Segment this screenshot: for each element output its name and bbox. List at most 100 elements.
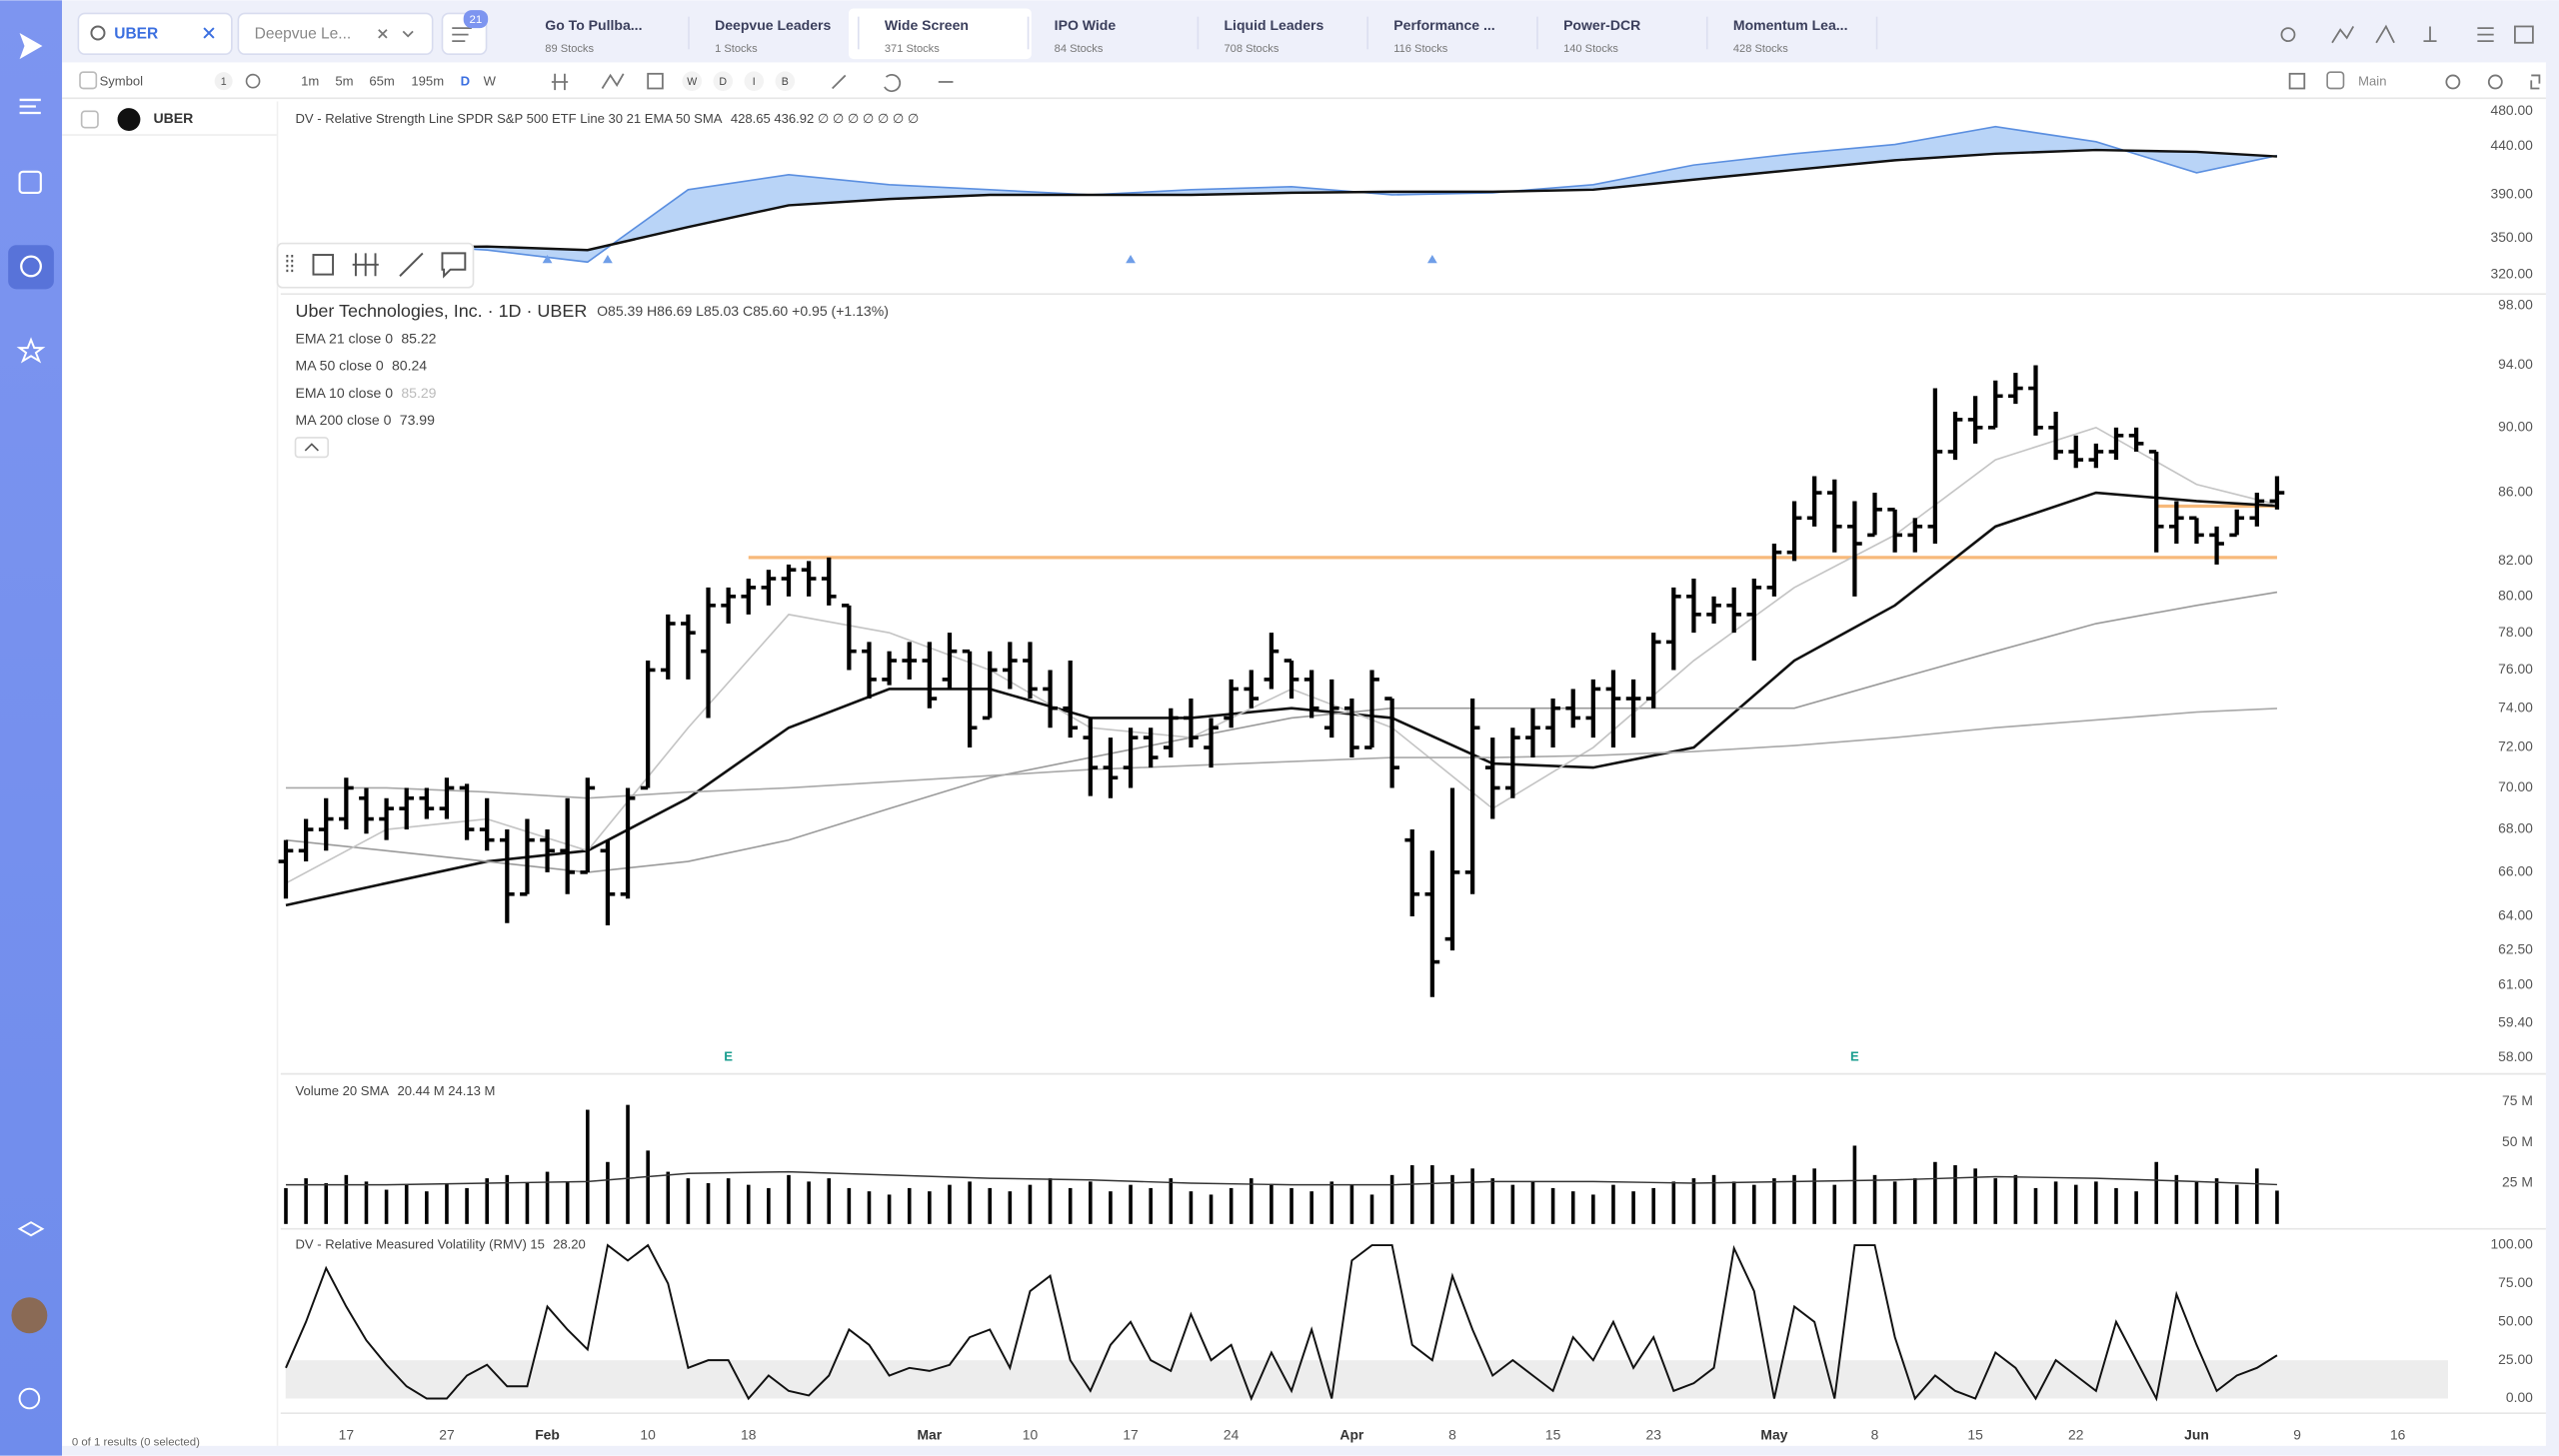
pane-values: 28.20 — [553, 1237, 586, 1252]
y-tick-label: 98.00 — [2498, 296, 2533, 312]
tab-title[interactable]: Go To Pullba... — [545, 17, 642, 33]
nav-icon[interactable] — [17, 1221, 45, 1237]
indicator-value: 73.99 — [400, 412, 435, 428]
clear-icon[interactable] — [203, 27, 215, 39]
chart-type[interactable]: W — [687, 76, 697, 88]
checkbox[interactable] — [79, 71, 98, 90]
tab-title[interactable]: Power-DCR — [1563, 17, 1640, 33]
search-box[interactable] — [77, 12, 233, 56]
quote: O85.39 H86.69 L85.03 C85.60 +0.95 (+1.13… — [597, 303, 889, 319]
tab-title[interactable]: Momentum Lea... — [1733, 17, 1848, 33]
tab-title[interactable]: Wide Screen — [885, 17, 969, 33]
indicator-line — [285, 591, 2278, 873]
x-tick-label: 24 — [1224, 1427, 1240, 1443]
chart-type[interactable]: B — [782, 76, 789, 88]
chart-type-bg[interactable] — [682, 71, 703, 91]
watchlist-controls[interactable] — [378, 29, 414, 39]
nav-active[interactable] — [8, 245, 54, 290]
symbol-header[interactable]: Symbol — [100, 73, 144, 88]
interval[interactable]: 5m — [335, 73, 353, 88]
menu-icon[interactable] — [19, 98, 41, 115]
search-icon — [90, 25, 106, 41]
volume-bar — [1068, 1187, 1073, 1224]
volume-bar — [2073, 1184, 2078, 1224]
volume-bar — [928, 1191, 932, 1224]
earnings-marker: E — [724, 1049, 733, 1064]
avatar[interactable] — [11, 1297, 48, 1334]
volume-bar — [1792, 1174, 1796, 1224]
nav-icon[interactable] — [20, 255, 42, 278]
search-text[interactable]: UBER — [114, 26, 158, 43]
y-tick-label: 78.00 — [2498, 624, 2533, 640]
volume-bar — [867, 1191, 872, 1224]
chart-type[interactable]: D — [719, 76, 727, 88]
volume-bar — [1812, 1168, 1816, 1224]
watchlist-text[interactable]: Deepvue Le... — [255, 26, 352, 43]
interval[interactable]: W — [484, 73, 497, 88]
y-tick-label: 80.00 — [2498, 588, 2533, 604]
right-edge — [2545, 0, 2559, 1456]
volume-bar — [686, 1178, 691, 1224]
tab-count[interactable]: 140 Stocks — [1563, 43, 1618, 55]
x-tick-label: 17 — [1123, 1427, 1139, 1443]
row-checkbox[interactable] — [80, 110, 99, 129]
chart-title: Uber Technologies, Inc. · 1D · UBER — [296, 301, 588, 321]
x-tick-label: 22 — [2068, 1427, 2084, 1443]
y-tick-label: 480.00 — [2490, 102, 2533, 118]
drawing-tools[interactable] — [286, 252, 467, 279]
tab-title[interactable]: Liquid Leaders — [1224, 17, 1323, 33]
layout[interactable]: Main — [2358, 73, 2386, 88]
volume-bar — [1329, 1181, 1334, 1224]
settings-icon[interactable] — [245, 73, 261, 89]
x-tick-label: 10 — [640, 1427, 656, 1443]
tab-count[interactable]: 116 Stocks — [1393, 43, 1448, 55]
indicator-label: MA 50 close 0 — [296, 358, 384, 374]
chart-type-bg[interactable] — [775, 71, 796, 91]
chart-type-bg[interactable] — [713, 71, 734, 91]
x-tick-label: Apr — [1339, 1427, 1363, 1443]
tab-count[interactable]: 89 Stocks — [545, 43, 594, 55]
volume-bar — [1631, 1191, 1635, 1224]
watchlist-box[interactable] — [237, 12, 434, 56]
chart-type[interactable]: I — [753, 76, 756, 88]
y-tick-label: 86.00 — [2498, 484, 2533, 500]
volume-bar — [1993, 1178, 1998, 1224]
collapse-icon — [304, 443, 319, 452]
interval[interactable]: 1m — [301, 73, 319, 88]
volume-bar — [1651, 1187, 1655, 1224]
volume-bar — [1129, 1184, 1133, 1224]
volume-bar — [2174, 1174, 2179, 1224]
y-tick-label: 61.00 — [2498, 976, 2533, 992]
help-icon[interactable] — [18, 1387, 41, 1410]
tab-title[interactable]: Deepvue Leaders — [715, 17, 831, 33]
indicator-label: EMA 10 close 0 — [296, 385, 394, 401]
volume-bar — [465, 1187, 469, 1224]
collapse-button[interactable] — [294, 437, 329, 459]
interval[interactable]: D — [461, 73, 470, 88]
tab-count[interactable]: 371 Stocks — [885, 43, 940, 55]
rs-marker — [542, 255, 553, 264]
x-tick-label: 8 — [1871, 1427, 1879, 1443]
tab-count[interactable]: 708 Stocks — [1224, 43, 1279, 55]
tabs: Go To Pullba... 89 Stocks Deepvue Leaders 1… — [545, 8, 1878, 60]
tab-count[interactable]: 428 Stocks — [1733, 43, 1788, 55]
volume-bar — [2214, 1178, 2219, 1224]
interval[interactable]: 195m — [411, 73, 444, 88]
volume-bar — [746, 1184, 751, 1224]
interval[interactable]: 65m — [369, 73, 395, 88]
tab-title[interactable]: Performance ... — [1393, 17, 1494, 33]
layout-icon[interactable] — [2326, 71, 2345, 90]
chart-type-bg[interactable] — [744, 71, 765, 91]
volume-bar — [304, 1178, 308, 1224]
nav-icon[interactable] — [16, 337, 46, 364]
list-symbol[interactable]: UBER — [153, 110, 193, 126]
volume-bar — [1048, 1178, 1053, 1224]
tab-count[interactable]: 1 Stocks — [715, 43, 758, 55]
volume-bar — [1270, 1184, 1274, 1224]
intervals: 1m 5m 65m 195m D W W D I B — [301, 71, 796, 91]
tab-count[interactable]: 84 Stocks — [1055, 43, 1104, 55]
y-tick-label: 350.00 — [2490, 229, 2533, 245]
nav-icon[interactable] — [18, 170, 42, 195]
tab-title[interactable]: IPO Wide — [1055, 17, 1117, 33]
